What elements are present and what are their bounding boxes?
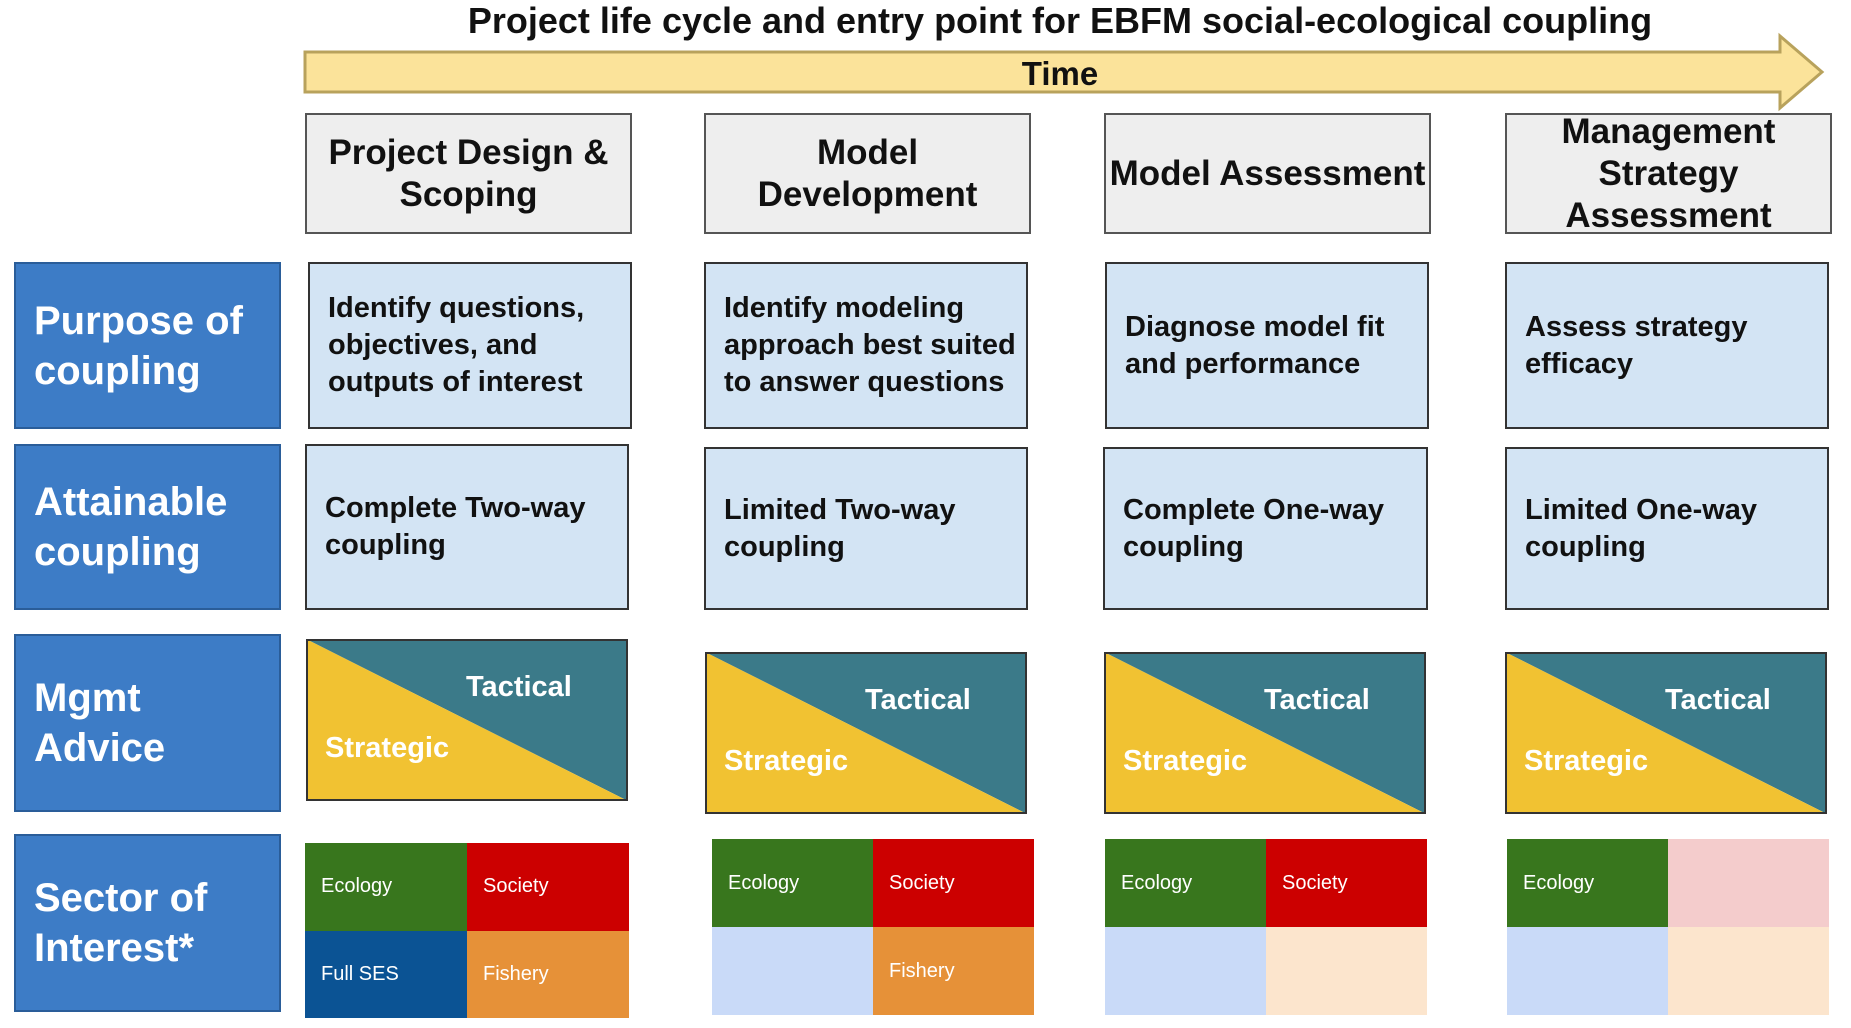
purpose-cell-3: Diagnose model fit and performance (1105, 262, 1429, 429)
strategic-triangle (306, 639, 628, 801)
advice-box-2: Tactical Strategic (705, 652, 1027, 814)
strategic-label: Strategic (1123, 745, 1247, 777)
row-label-sector: Sector of Interest* (14, 834, 281, 1012)
attainable-cell-4: Limited One-way coupling (1505, 447, 1829, 610)
sector-grid-1: Ecology Society Full SES Fishery (305, 843, 629, 1018)
sector-full-ses-faded (1105, 927, 1266, 1015)
row-label-attainable: Attainable coupling (14, 444, 281, 610)
strategic-label: Strategic (724, 745, 848, 777)
time-arrow: Time (303, 32, 1825, 112)
sector-grid-2: Ecology Society Fishery (712, 839, 1034, 1015)
phase-management-strategy: Management Strategy Assessment (1505, 112, 1832, 235)
tactical-label: Tactical (865, 684, 971, 716)
phase-model-development: Model Development (704, 113, 1031, 234)
sector-ecology: Ecology (1105, 839, 1266, 927)
tactical-label: Tactical (466, 671, 572, 703)
strategic-triangle (705, 652, 1027, 814)
phase-project-design: Project Design & Scoping (305, 113, 632, 234)
purpose-cell-2: Identify modeling approach best suited t… (704, 262, 1028, 429)
attainable-cell-3: Complete One-way coupling (1103, 447, 1428, 610)
strategic-triangle (1505, 652, 1827, 814)
advice-box-1: Tactical Strategic (306, 639, 628, 801)
sector-fishery-faded (1266, 927, 1427, 1015)
phase-model-assessment: Model Assessment (1104, 113, 1431, 234)
sector-society: Society (1266, 839, 1427, 927)
sector-fishery-faded (1668, 927, 1829, 1015)
sector-society-faded (1668, 839, 1829, 927)
sector-fishery: Fishery (467, 930, 629, 1018)
time-arrow-shape (303, 32, 1825, 112)
sector-full-ses-faded (712, 927, 873, 1015)
attainable-cell-1: Complete Two-way coupling (305, 444, 629, 610)
purpose-cell-1: Identify questions, objectives, and outp… (308, 262, 632, 429)
row-label-mgmt-advice: Mgmt Advice (14, 634, 281, 812)
time-label: Time (1022, 55, 1098, 92)
sector-ecology: Ecology (305, 843, 467, 931)
diagram-title: Project life cycle and entry point for E… (467, 0, 1653, 41)
sector-full-ses-faded (1507, 927, 1668, 1015)
advice-box-3: Tactical Strategic (1104, 652, 1426, 814)
attainable-cell-2: Limited Two-way coupling (704, 447, 1028, 610)
advice-box-4: Tactical Strategic (1505, 652, 1827, 814)
row-label-purpose: Purpose of coupling (14, 262, 281, 429)
strategic-triangle (1104, 652, 1426, 814)
sector-grid-3: Ecology Society (1105, 839, 1427, 1015)
sector-society: Society (467, 843, 629, 931)
tactical-label: Tactical (1264, 684, 1370, 716)
sector-grid-4: Ecology (1507, 839, 1829, 1015)
sector-fishery: Fishery (873, 927, 1034, 1015)
sector-full-ses: Full SES (305, 930, 467, 1018)
purpose-cell-4: Assess strategy efficacy (1505, 262, 1829, 429)
strategic-label: Strategic (1524, 745, 1648, 777)
strategic-label: Strategic (325, 732, 449, 764)
tactical-label: Tactical (1665, 684, 1771, 716)
sector-ecology: Ecology (712, 839, 873, 927)
sector-society: Society (873, 839, 1034, 927)
sector-ecology: Ecology (1507, 839, 1668, 927)
